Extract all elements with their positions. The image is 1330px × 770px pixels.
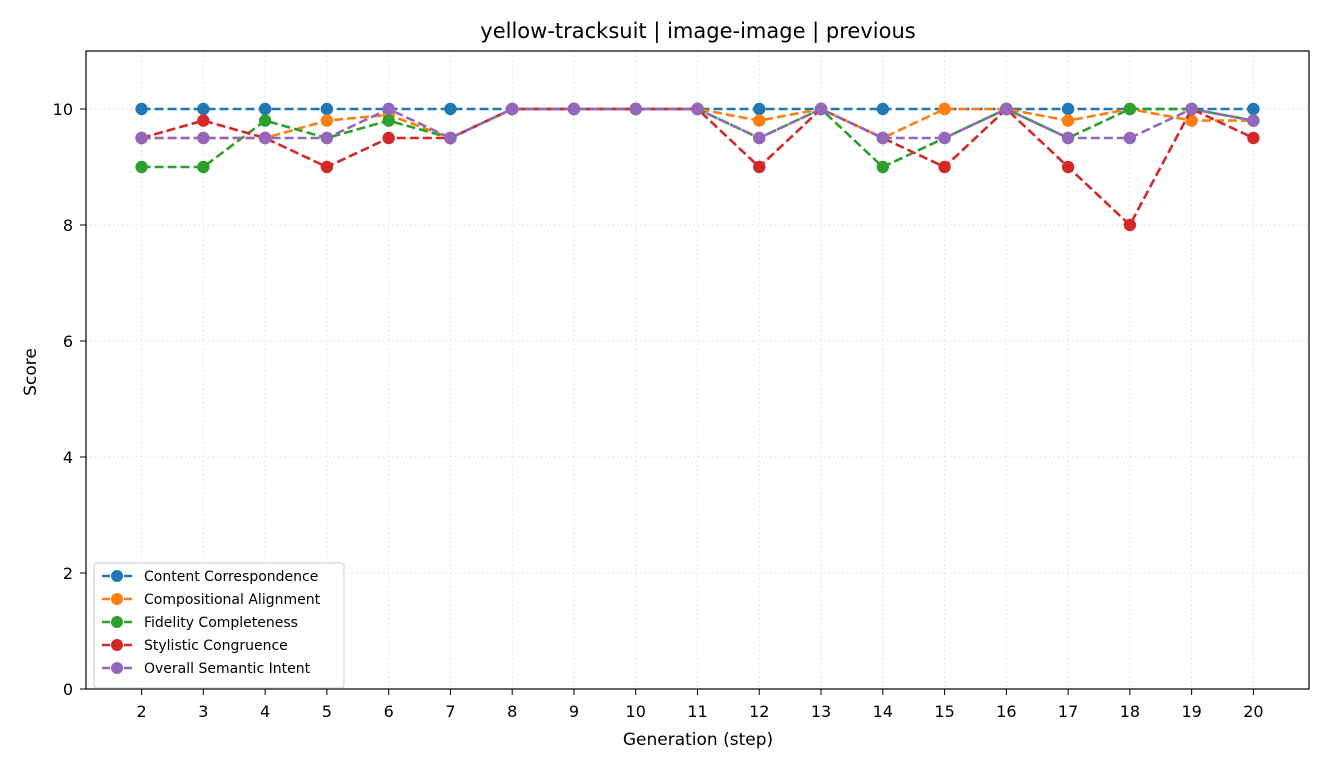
legend-item: Stylistic Congruence xyxy=(102,638,288,654)
data-point xyxy=(1123,102,1137,116)
chart-title: yellow-tracksuit | image-image | previou… xyxy=(480,19,915,44)
data-point xyxy=(1247,131,1260,145)
x-axis: 2 3 4 5 6 7 8 9 10 11 12 13 14 15 16 17 18 19 20 xyxy=(136,689,1264,721)
data-point xyxy=(258,114,272,127)
data-point xyxy=(135,102,148,116)
data-point xyxy=(320,131,334,145)
legend-marker xyxy=(111,593,123,605)
data-point xyxy=(444,102,457,116)
x-tick-label: 7 xyxy=(445,702,455,721)
data-point xyxy=(876,160,890,174)
legend: Content Correspondence Compositional Alig… xyxy=(93,562,345,689)
data-point xyxy=(258,102,272,116)
data-point xyxy=(629,102,642,116)
x-tick-label: 8 xyxy=(507,702,517,721)
x-tick-label: 18 xyxy=(1120,702,1140,721)
x-tick-label: 10 xyxy=(626,702,646,721)
legend-marker xyxy=(111,616,123,628)
y-axis-label: Score xyxy=(21,348,41,396)
data-point xyxy=(320,114,334,127)
data-point xyxy=(1247,102,1260,116)
data-point xyxy=(876,102,890,116)
legend-item: Compositional Alignment xyxy=(102,592,321,608)
x-tick-label: 11 xyxy=(687,702,707,721)
data-point xyxy=(444,131,457,145)
data-point xyxy=(1123,218,1137,232)
legend-item: Content Correspondence xyxy=(102,569,318,585)
x-tick-label: 17 xyxy=(1058,702,1078,721)
legend-label: Overall Semantic Intent xyxy=(144,661,311,677)
x-tick-label: 13 xyxy=(811,702,831,721)
x-tick-label: 15 xyxy=(934,702,954,721)
x-tick-label: 12 xyxy=(749,702,769,721)
y-tick-label: 10 xyxy=(53,100,73,119)
y-tick-label: 2 xyxy=(63,564,73,583)
data-point xyxy=(1061,114,1075,127)
data-point xyxy=(382,131,395,145)
data-point xyxy=(1061,131,1075,145)
data-point xyxy=(938,102,951,116)
data-point xyxy=(197,102,210,116)
x-tick-label: 6 xyxy=(384,702,394,721)
x-tick-label: 14 xyxy=(873,702,893,721)
x-tick-label: 5 xyxy=(322,702,332,721)
data-point xyxy=(876,131,890,145)
data-point xyxy=(1247,114,1260,127)
data-point xyxy=(1000,102,1013,116)
data-point xyxy=(753,131,766,145)
data-point xyxy=(382,114,395,127)
y-tick-label: 4 xyxy=(63,448,73,467)
y-tick-label: 6 xyxy=(63,332,73,351)
legend-label: Stylistic Congruence xyxy=(144,638,288,654)
data-point xyxy=(197,160,210,174)
y-tick-label: 0 xyxy=(63,680,73,699)
legend-marker xyxy=(111,570,123,582)
y-axis: 0 2 4 6 8 10 xyxy=(53,100,86,699)
data-point xyxy=(938,131,951,145)
data-point xyxy=(1123,131,1137,145)
legend-label: Fidelity Completeness xyxy=(144,615,298,631)
data-point xyxy=(320,160,334,174)
legend-marker xyxy=(111,639,123,651)
data-point xyxy=(1061,160,1075,174)
x-tick-label: 2 xyxy=(136,702,146,721)
data-point xyxy=(753,102,766,116)
data-point xyxy=(135,160,148,174)
x-tick-label: 4 xyxy=(260,702,270,721)
legend-label: Compositional Alignment xyxy=(144,592,321,608)
legend-item: Overall Semantic Intent xyxy=(102,661,311,677)
data-point xyxy=(505,102,519,116)
series-4 xyxy=(135,102,1260,145)
x-tick-label: 19 xyxy=(1181,702,1201,721)
legend-marker xyxy=(111,662,123,674)
data-point xyxy=(691,102,704,116)
x-tick-label: 9 xyxy=(569,702,579,721)
y-tick-label: 8 xyxy=(63,216,73,235)
data-point xyxy=(258,131,272,145)
data-point xyxy=(197,131,210,145)
data-point xyxy=(567,102,581,116)
data-point xyxy=(382,102,395,116)
x-axis-label: Generation (step) xyxy=(623,730,773,750)
data-point xyxy=(320,102,334,116)
x-tick-label: 3 xyxy=(198,702,208,721)
legend-item: Fidelity Completeness xyxy=(102,615,298,631)
x-tick-label: 16 xyxy=(996,702,1016,721)
data-point xyxy=(753,160,766,174)
data-point xyxy=(1185,102,1198,116)
data-point xyxy=(135,131,148,145)
legend-box xyxy=(93,562,345,689)
legend-label: Content Correspondence xyxy=(144,569,318,585)
series-layer xyxy=(135,102,1260,232)
data-point xyxy=(753,114,766,127)
data-point xyxy=(938,160,951,174)
x-tick-label: 20 xyxy=(1243,702,1263,721)
data-point xyxy=(197,114,210,127)
data-point xyxy=(1061,102,1075,116)
data-point xyxy=(814,102,828,116)
